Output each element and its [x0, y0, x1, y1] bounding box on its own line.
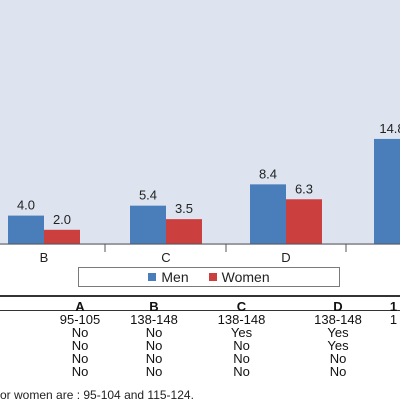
table-row: No No Yes Yes — [0, 326, 400, 339]
data-label: 2.0 — [53, 212, 71, 227]
bar-women-d — [286, 199, 322, 244]
table-cell: Yes — [230, 325, 253, 340]
category-label: D — [281, 250, 290, 265]
data-label: 5.4 — [139, 188, 157, 203]
legend-label-women: Women — [221, 269, 270, 285]
legend-swatch-men — [148, 273, 157, 281]
table-cell — [387, 339, 400, 352]
bar-men-c — [130, 205, 166, 244]
legend-item-men: Men — [148, 269, 189, 285]
table-row-stub — [0, 339, 46, 352]
table-header-cell: B — [149, 299, 159, 314]
table-cell: 95-105 — [59, 312, 101, 327]
plot-area — [0, 0, 400, 245]
bar-men-d — [250, 184, 286, 244]
table-row-stub — [0, 326, 46, 339]
category-label: C — [161, 250, 170, 265]
table-row: No No No No — [0, 365, 400, 378]
table-cell: 1 — [389, 312, 398, 327]
table-cell: No — [145, 351, 163, 366]
table-header-cell: D — [333, 299, 343, 314]
criteria-table: A B C D 1 95-105 138-148 138-148 138-148… — [0, 300, 400, 378]
bar-chart: 4.0 2.0 B 5.4 3.5 C 8.4 6.3 D 14.8 — [0, 121, 400, 265]
table-cell: 138-148 — [217, 312, 266, 327]
table-cell: No — [233, 351, 250, 366]
table-header-row: A B C D 1 — [0, 300, 400, 313]
data-label: 14.8 — [379, 121, 400, 136]
table-header-cell: C — [236, 299, 247, 314]
table-row: No No No Yes — [0, 339, 400, 352]
legend-label-men: Men — [161, 269, 189, 285]
table-cell — [387, 352, 400, 365]
table-header-cell: 1 — [389, 299, 398, 314]
table-cell: Yes — [327, 325, 349, 340]
table-cell — [387, 365, 400, 378]
table-cell: No — [233, 364, 250, 379]
bar-men-e — [374, 138, 400, 244]
data-label: 8.4 — [259, 166, 277, 181]
table-cell: 138-148 — [130, 312, 178, 327]
table-row: 95-105 138-148 138-148 138-148 1 — [0, 313, 400, 326]
table-cell: Yes — [327, 338, 349, 353]
table-cell: No — [329, 351, 347, 366]
bar-women-c — [166, 219, 202, 244]
table-cell: No — [233, 338, 250, 353]
footnote: or women are : 95-104 and 115-124. — [0, 388, 194, 402]
table-cell: No — [71, 351, 89, 366]
table-cell: 138-148 — [314, 312, 362, 327]
table-header-stub — [0, 300, 46, 313]
table-cell: No — [71, 364, 89, 379]
table-cell: No — [145, 325, 163, 340]
legend-item-women: Women — [208, 269, 270, 285]
table-row-stub — [0, 352, 46, 365]
data-label: 6.3 — [295, 181, 313, 196]
data-label: 4.0 — [17, 198, 35, 213]
category-label: B — [40, 250, 49, 265]
bar-women-b — [44, 229, 80, 244]
table-cell: No — [329, 364, 347, 379]
table-header-cell: A — [75, 299, 85, 314]
table-row-stub — [0, 313, 46, 326]
table-header-rule — [0, 310, 400, 311]
table-row: No No No No — [0, 352, 400, 365]
data-label: 3.5 — [175, 201, 193, 216]
table-row-stub — [0, 365, 46, 378]
table-cell: No — [145, 364, 163, 379]
table-cell — [387, 326, 400, 339]
legend: Men Women — [78, 267, 340, 287]
table-cell: No — [71, 338, 89, 353]
table-cell: No — [71, 325, 89, 340]
legend-swatch-women — [208, 273, 217, 281]
bar-men-b — [8, 215, 44, 244]
table-top-rule — [0, 295, 400, 297]
table-cell: No — [145, 338, 163, 353]
